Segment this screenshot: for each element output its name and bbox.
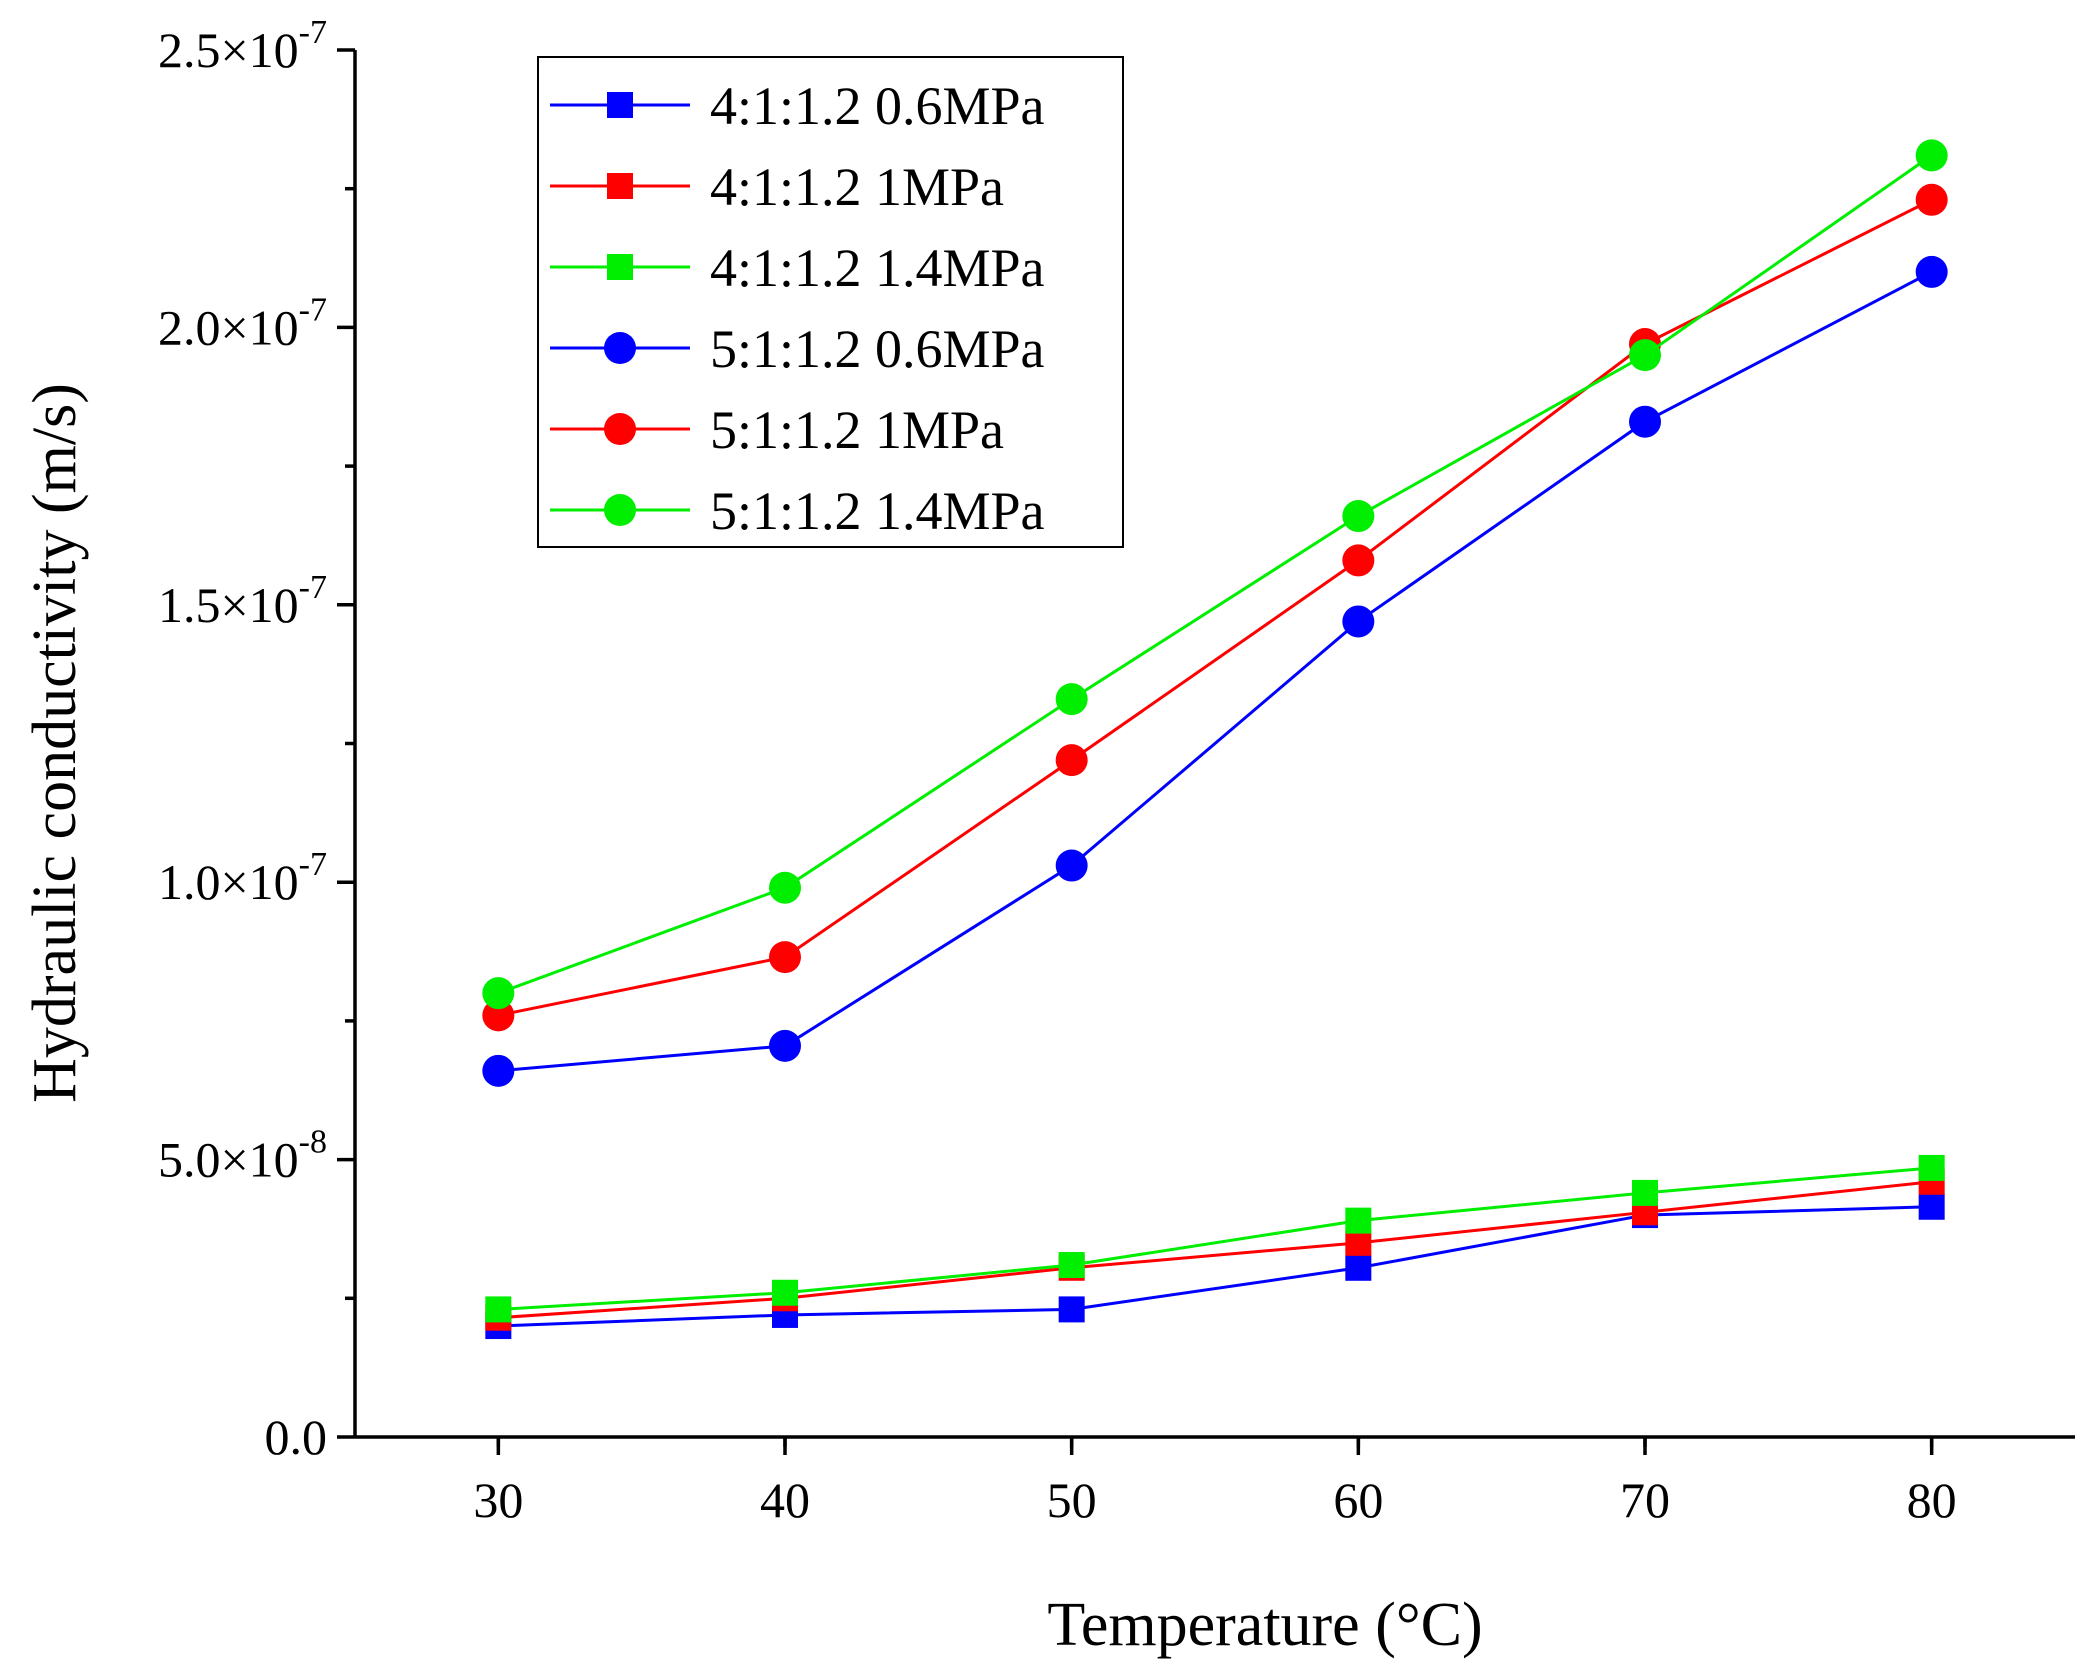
y-tick-exponent: -7 <box>299 846 327 883</box>
x-tick-label: 40 <box>760 1472 810 1528</box>
circle-marker <box>1055 744 1088 777</box>
circle-marker <box>1629 339 1661 372</box>
y-tick-exponent: -7 <box>299 569 327 606</box>
square-marker <box>772 1279 798 1306</box>
x-tick-label: 30 <box>473 1472 523 1528</box>
circle-marker <box>604 332 636 364</box>
y-tick-label: 1.5×10-7 <box>158 569 327 633</box>
circle-marker <box>482 977 515 1010</box>
square-marker <box>1345 1254 1372 1281</box>
y-tick-label: 5.0×10-8 <box>158 1124 327 1188</box>
square-marker <box>1058 1296 1085 1323</box>
square-marker <box>607 254 633 280</box>
y-axis-title: Hydraulic conductivity (m/s) <box>21 383 89 1103</box>
legend-entry: 4:1:1.2 1.4MPa <box>550 238 1045 298</box>
y-tick-label: 2.0×10-7 <box>158 291 327 355</box>
series-square-2 <box>485 1154 1945 1323</box>
y-tick-mantissa: 5.0×10 <box>158 1132 299 1188</box>
square-marker <box>607 173 633 199</box>
y-ticks: 0.05.0×10-81.0×10-71.5×10-72.0×10-72.5×1… <box>158 14 355 1465</box>
x-tick-label: 50 <box>1047 1472 1097 1528</box>
legend-label: 4:1:1.2 1.4MPa <box>710 238 1045 298</box>
y-tick-exponent: -7 <box>299 14 327 51</box>
circle-marker <box>1915 255 1948 288</box>
y-tick-label: 1.0×10-7 <box>158 846 327 910</box>
series-circle-3 <box>482 255 1948 1087</box>
square-marker <box>1918 1193 1945 1220</box>
circle-marker <box>769 941 801 974</box>
square-marker <box>1345 1229 1372 1256</box>
circle-marker <box>604 494 636 526</box>
square-marker <box>1632 1179 1658 1206</box>
series-circle-5 <box>482 139 1948 1010</box>
y-tick-exponent: -8 <box>299 1124 327 1161</box>
series-line <box>498 198 1933 1017</box>
legend-label: 5:1:1.2 1.4MPa <box>710 481 1045 541</box>
legend-label: 5:1:1.2 0.6MPa <box>710 319 1045 379</box>
y-tick-exponent: -7 <box>299 291 327 328</box>
circle-marker <box>482 1054 515 1087</box>
series-square-1 <box>485 1168 1945 1331</box>
square-marker <box>1058 1252 1085 1279</box>
circle-marker <box>604 413 636 445</box>
circle-marker <box>769 1029 801 1062</box>
circle-marker <box>1342 605 1375 638</box>
legend: 4:1:1.2 0.6MPa 4:1:1.2 1MPa 4:1:1.2 1.4MPa… <box>537 56 1124 548</box>
y-tick-mantissa: 1.5×10 <box>158 577 299 633</box>
series-line <box>498 1166 1932 1311</box>
legend-entry: 5:1:1.2 1.4MPa <box>550 481 1045 541</box>
series-square-0 <box>485 1193 1945 1340</box>
y-tick-label: 0.0 <box>265 1409 328 1465</box>
legend-entry: 4:1:1.2 0.6MPa <box>550 76 1045 136</box>
circle-marker <box>1629 405 1661 438</box>
series-line <box>497 154 1933 995</box>
x-tick-label: 80 <box>1907 1472 1957 1528</box>
x-ticks: 30 40 50 60 70 80 <box>473 1437 1957 1528</box>
series-layer <box>482 139 1948 1340</box>
x-tick-label: 70 <box>1620 1472 1670 1528</box>
y-tick-mantissa: 2.5×10 <box>158 22 299 78</box>
y-tick-mantissa: 0.0 <box>265 1409 328 1465</box>
x-axis-title: Temperature (°C) <box>1047 1591 1482 1659</box>
square-marker <box>1918 1154 1945 1181</box>
circle-marker <box>1055 849 1088 882</box>
square-marker <box>607 92 633 118</box>
y-tick-mantissa: 2.0×10 <box>158 299 299 355</box>
series-line <box>498 270 1933 1073</box>
series-circle-4 <box>482 183 1948 1032</box>
legend-frame <box>537 56 1124 548</box>
legend-label: 4:1:1.2 1MPa <box>710 157 1004 217</box>
series-line <box>498 1205 1932 1328</box>
circle-marker <box>1342 544 1375 577</box>
legend-label: 4:1:1.2 0.6MPa <box>710 76 1045 136</box>
square-marker <box>485 1296 512 1323</box>
legend-entry: 4:1:1.2 1MPa <box>550 157 1004 217</box>
circle-marker <box>769 871 801 904</box>
circle-marker <box>1342 500 1375 533</box>
legend-entry: 5:1:1.2 0.6MPa <box>550 319 1045 379</box>
square-marker <box>1345 1207 1372 1234</box>
legend-entry: 5:1:1.2 1MPa <box>550 400 1004 460</box>
circle-marker <box>482 999 515 1032</box>
legend-label: 5:1:1.2 1MPa <box>710 400 1004 460</box>
y-tick-mantissa: 1.0×10 <box>158 854 299 910</box>
series-line <box>498 1180 1932 1320</box>
y-tick-label: 2.5×10-7 <box>158 14 327 78</box>
circle-marker <box>1915 139 1948 172</box>
x-tick-label: 60 <box>1333 1472 1383 1528</box>
circle-marker <box>1915 183 1948 216</box>
circle-marker <box>1055 683 1088 716</box>
